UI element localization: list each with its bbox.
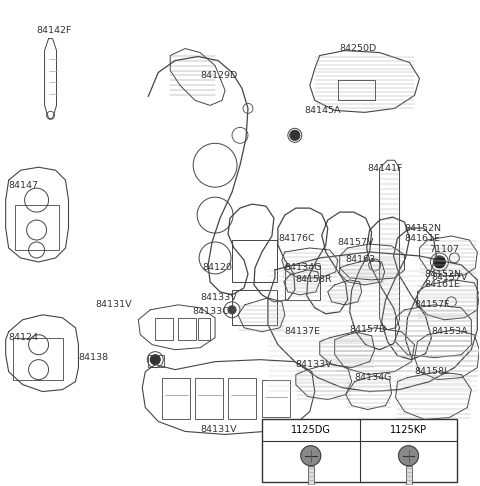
Bar — [262, 419, 457, 482]
Bar — [155, 318, 173, 340]
Text: 84158L: 84158L — [415, 367, 450, 376]
Text: 84157D: 84157D — [350, 325, 387, 334]
Circle shape — [290, 130, 300, 140]
Bar — [148, 355, 164, 366]
Text: 71107: 71107 — [430, 245, 459, 255]
Text: 84250D: 84250D — [340, 44, 377, 53]
Text: 84152N: 84152N — [405, 224, 442, 232]
Text: 84147: 84147 — [9, 181, 39, 190]
Bar — [232, 240, 277, 282]
Text: 84141F: 84141F — [368, 164, 403, 173]
Text: 1125KP: 1125KP — [390, 425, 427, 435]
Text: 84133C: 84133C — [192, 307, 229, 316]
Bar — [228, 378, 256, 419]
Text: 84137E: 84137E — [285, 327, 321, 336]
Text: 84120: 84120 — [202, 263, 232, 273]
Text: 84133V: 84133V — [296, 360, 333, 369]
Text: 84158R: 84158R — [296, 276, 333, 284]
Text: 84142F: 84142F — [36, 26, 72, 35]
Circle shape — [433, 256, 445, 268]
Bar — [262, 380, 290, 417]
Text: 84131V: 84131V — [200, 425, 237, 434]
Text: 84176C: 84176C — [278, 233, 314, 243]
Bar — [406, 466, 411, 486]
Text: 84131V: 84131V — [96, 300, 132, 309]
Text: 84161E: 84161E — [424, 280, 460, 289]
Bar — [285, 265, 320, 300]
Text: 84157V: 84157V — [432, 274, 468, 282]
Bar — [15, 205, 59, 250]
Text: 84124: 84124 — [9, 333, 39, 342]
Bar — [198, 318, 210, 340]
Text: 84153A: 84153A — [432, 327, 468, 336]
Bar — [195, 378, 223, 419]
Text: 84161E: 84161E — [405, 233, 440, 243]
Bar — [178, 318, 196, 340]
Text: 84129D: 84129D — [200, 71, 238, 80]
Text: 84133V: 84133V — [200, 294, 237, 302]
Circle shape — [398, 446, 419, 466]
Circle shape — [150, 355, 160, 364]
Bar — [308, 466, 314, 486]
Text: 84157V: 84157V — [338, 238, 374, 246]
Circle shape — [301, 446, 321, 466]
Text: 84157F: 84157F — [415, 300, 450, 309]
Text: 84134G: 84134G — [285, 263, 322, 273]
Text: 84152N: 84152N — [424, 270, 461, 279]
Bar — [232, 290, 277, 325]
Text: 84138: 84138 — [78, 353, 108, 362]
Text: 1125DG: 1125DG — [291, 425, 331, 435]
Bar — [12, 338, 62, 380]
Circle shape — [228, 306, 236, 314]
Text: 84145A: 84145A — [305, 106, 341, 115]
Text: 84134G: 84134G — [355, 373, 392, 382]
Text: 84163: 84163 — [346, 256, 376, 264]
Bar — [162, 378, 190, 419]
